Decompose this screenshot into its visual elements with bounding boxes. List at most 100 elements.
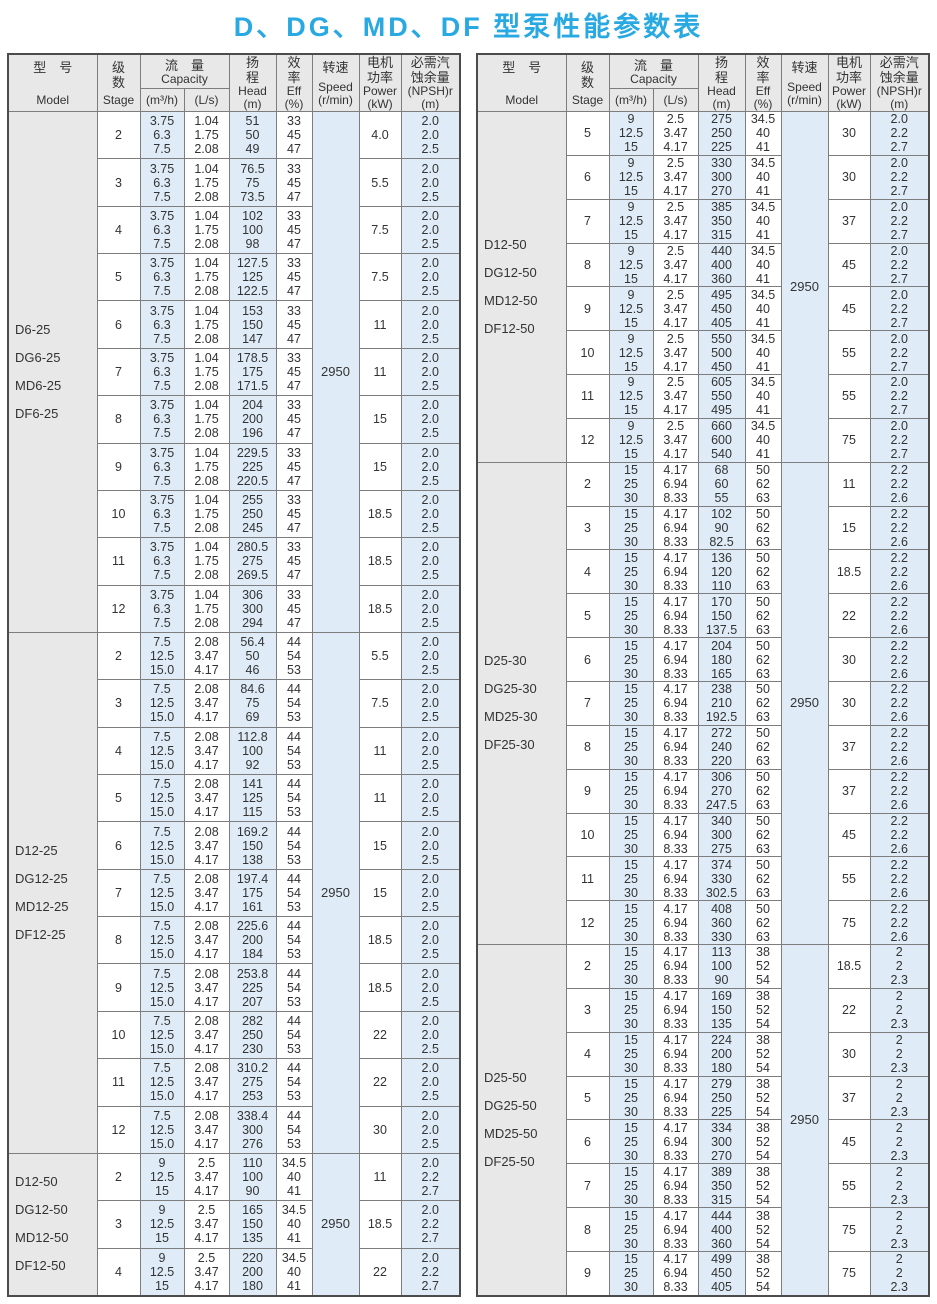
stage-cell: 11: [96, 537, 141, 586]
head-cell: 340 300 275: [697, 812, 746, 858]
capacity-ls-cell: 2.08 3.47 4.17: [183, 631, 230, 681]
table-row: 3 15 25 30 4.17 6.94 8.33 102 90 82.5 50 62 …: [477, 505, 930, 551]
stage-cell: 7: [565, 680, 610, 726]
eff-cell: 34.5 40 41: [275, 1247, 313, 1297]
capacity-m3h-cell: 15 25 30: [608, 812, 654, 858]
head-cell: 338.4 300 276: [228, 1105, 277, 1154]
capacity-m3h-cell: 7.5 12.5 15.0: [139, 868, 185, 918]
capacity-m3h-cell: 9 12.5 15: [608, 154, 654, 200]
table-row: 3 7.5 12.5 15.0 2.08 3.47 4.17 84.6 75 69 44…: [8, 679, 461, 728]
capacity-m3h-cell: 15 25 30: [608, 1119, 654, 1165]
power-cell: 11: [358, 726, 402, 776]
head-cell: 253.8 225 207: [228, 963, 277, 1012]
eff-cell: 38 52 54: [744, 1119, 782, 1165]
power-cell: 37: [827, 1075, 871, 1121]
header-row: 型 号 Model 级 数 Stage 流 量 Capacity 扬 程 Head (m) 效 …: [476, 53, 930, 112]
pump-table-right: 型 号 Model 级 数 Stage 流 量 Capacity 扬 程 Head (m) 效 …: [476, 53, 930, 1297]
capacity-ls-cell: 2.08 3.47 4.17: [183, 726, 230, 776]
model-cell: D12-50 DG12-50 MD12-50 DF12-50: [7, 1152, 98, 1297]
power-cell: 11: [827, 461, 871, 507]
head-cell: 110 100 90: [228, 1152, 277, 1202]
power-cell: 18.5: [358, 584, 402, 633]
power-cell: 75: [827, 1250, 871, 1297]
power-cell: 18.5: [358, 963, 402, 1012]
header-model: 型 号 Model: [476, 53, 567, 112]
model-cell: D6-25 DG6-25 MD6-25 DF6-25: [7, 111, 98, 633]
npsh-cell: 2.2 2.2 2.6: [869, 900, 930, 946]
eff-cell: 33 45 47: [275, 537, 313, 586]
table-row: D12-50 DG12-50 MD12-50 DF12-50 2 9 12.5 15…: [7, 1152, 461, 1297]
power-cell: 30: [827, 111, 871, 156]
power-cell: 75: [827, 900, 871, 946]
stage-cell: 8: [565, 724, 610, 770]
head-cell: 440 400 360: [697, 242, 746, 288]
table-row: 9 15 25 30 4.17 6.94 8.33 306 270 247.5 50 6…: [477, 768, 930, 814]
head-cell: 170 150 137.5: [697, 593, 746, 639]
capacity-ls-cell: 4.17 6.94 8.33: [652, 1163, 699, 1209]
stage-cell: 2: [565, 461, 610, 507]
capacity-m3h-cell: 7.5 12.5 15.0: [139, 821, 185, 870]
power-cell: 22: [358, 1010, 402, 1060]
stage-cell: 6: [565, 154, 610, 200]
header-head: 扬 程 Head (m): [697, 53, 746, 112]
npsh-cell: 2 2 2.3: [869, 1119, 930, 1165]
capacity-m3h-cell: 7.5 12.5 15.0: [139, 774, 185, 823]
npsh-cell: 2.0 2.2 2.7: [869, 417, 930, 463]
capacity-m3h-cell: 3.75 6.3 7.5: [139, 158, 185, 207]
npsh-cell: 2.2 2.2 2.6: [869, 549, 930, 595]
table-row: D25-50 DG25-50 MD25-50 DF25-50 2 15 25 30 4…: [476, 944, 930, 1297]
power-cell: 11: [358, 774, 402, 823]
stage-cell: 4: [565, 549, 610, 595]
eff-cell: 38 52 54: [744, 1031, 782, 1077]
capacity-m3h-cell: 9 12.5 15: [608, 417, 654, 463]
capacity-ls-cell: 4.17 6.94 8.33: [652, 856, 699, 902]
table-row: 11 9 12.5 15 2.5 3.47 4.17 605 550 495 34.5 …: [477, 374, 930, 419]
eff-cell: 34.5 40 41: [275, 1152, 313, 1202]
header-npsh: 必需汽 蚀余量 (NPSH)r (m): [400, 53, 461, 112]
npsh-cell: 2 2 2.3: [869, 1250, 930, 1297]
capacity-ls-cell: 2.08 3.47 4.17: [183, 1058, 230, 1107]
table-row: 8 7.5 12.5 15.0 2.08 3.47 4.17 225.6 200 18…: [8, 916, 461, 965]
capacity-m3h-cell: 7.5 12.5 15.0: [139, 679, 185, 728]
header-capacity: 流 量 Capacity: [608, 53, 699, 90]
capacity-ls-cell: 4.17 6.94 8.33: [652, 461, 699, 507]
capacity-ls-cell: 4.17 6.94 8.33: [652, 549, 699, 595]
capacity-m3h-cell: 9 12.5 15: [608, 242, 654, 288]
capacity-ls-cell: 1.04 1.75 2.08: [183, 205, 230, 255]
capacity-ls-cell: 4.17 6.94 8.33: [652, 680, 699, 726]
stage-cell: 2: [96, 110, 141, 160]
eff-cell: 34.5 40 41: [744, 198, 782, 244]
head-cell: 279 250 225: [697, 1075, 746, 1121]
capacity-ls-cell: 4.17 6.94 8.33: [652, 1075, 699, 1121]
head-cell: 495 450 405: [697, 286, 746, 332]
power-cell: 45: [827, 286, 871, 332]
table-row: D12-25 DG12-25 MD12-25 DF12-25 2 7.5 12.5 …: [7, 631, 461, 1154]
eff-cell: 44 54 53: [275, 916, 313, 965]
npsh-cell: 2.0 2.0 2.5: [400, 110, 461, 160]
eff-cell: 34.5 40 41: [744, 154, 782, 200]
eff-cell: 50 62 63: [744, 505, 782, 551]
eff-cell: 33 45 47: [275, 158, 313, 207]
stage-cell: 10: [96, 1010, 141, 1060]
npsh-cell: 2.0 2.0 2.5: [400, 1010, 461, 1060]
capacity-ls-cell: 2.5 3.47 4.17: [652, 198, 699, 244]
capacity-ls-cell: 2.08 3.47 4.17: [183, 774, 230, 823]
speed-cell: 2950: [311, 631, 360, 1154]
capacity-ls-cell: 4.17 6.94 8.33: [652, 505, 699, 551]
power-cell: 18.5: [358, 1200, 402, 1249]
power-cell: 22: [827, 987, 871, 1033]
head-cell: 229.5 225 220.5: [228, 442, 277, 491]
power-cell: 30: [827, 680, 871, 726]
capacity-m3h-cell: 7.5 12.5 15.0: [139, 1105, 185, 1154]
npsh-cell: 2.0 2.2 2.7: [869, 154, 930, 200]
eff-cell: 50 62 63: [744, 724, 782, 770]
npsh-cell: 2.0 2.2 2.7: [869, 242, 930, 288]
head-cell: 113 100 90: [697, 944, 746, 989]
stage-cell: 9: [96, 442, 141, 491]
capacity-m3h-cell: 3.75 6.3 7.5: [139, 110, 185, 160]
header-model: 型 号 Model: [7, 53, 98, 112]
eff-cell: 38 52 54: [744, 1163, 782, 1209]
head-cell: 127.5 125 122.5: [228, 253, 277, 302]
